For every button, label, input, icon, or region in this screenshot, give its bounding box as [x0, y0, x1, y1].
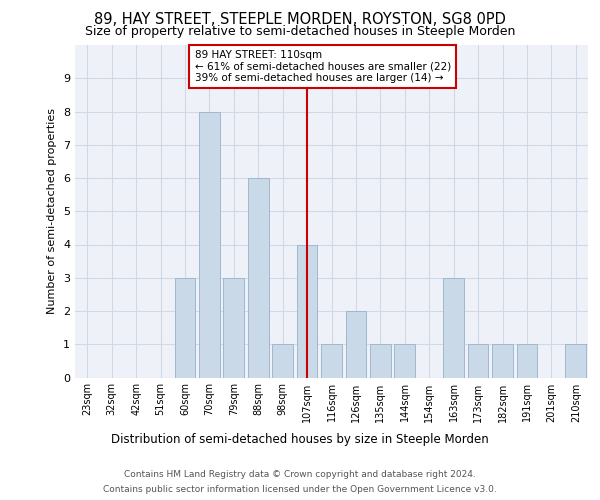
Bar [321, 344, 342, 378]
Text: Contains public sector information licensed under the Open Government Licence v3: Contains public sector information licen… [103, 485, 497, 494]
Bar [223, 278, 244, 378]
Bar [272, 344, 293, 378]
Text: Size of property relative to semi-detached houses in Steeple Morden: Size of property relative to semi-detach… [85, 25, 515, 38]
Bar [492, 344, 513, 378]
Text: Distribution of semi-detached houses by size in Steeple Morden: Distribution of semi-detached houses by … [111, 432, 489, 446]
Bar [370, 344, 391, 378]
Bar [443, 278, 464, 378]
Bar [517, 344, 538, 378]
Text: 89, HAY STREET, STEEPLE MORDEN, ROYSTON, SG8 0PD: 89, HAY STREET, STEEPLE MORDEN, ROYSTON,… [94, 12, 506, 28]
Text: 89 HAY STREET: 110sqm
← 61% of semi-detached houses are smaller (22)
39% of semi: 89 HAY STREET: 110sqm ← 61% of semi-deta… [194, 50, 451, 83]
Bar [467, 344, 488, 378]
Bar [296, 244, 317, 378]
Bar [199, 112, 220, 378]
Bar [394, 344, 415, 378]
Bar [248, 178, 269, 378]
Bar [175, 278, 196, 378]
Y-axis label: Number of semi-detached properties: Number of semi-detached properties [47, 108, 58, 314]
Bar [346, 311, 367, 378]
Text: Contains HM Land Registry data © Crown copyright and database right 2024.: Contains HM Land Registry data © Crown c… [124, 470, 476, 479]
Bar [565, 344, 586, 378]
